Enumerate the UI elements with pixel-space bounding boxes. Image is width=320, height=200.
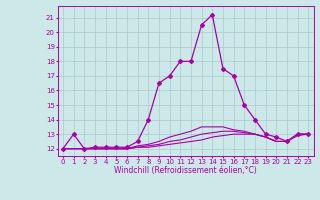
X-axis label: Windchill (Refroidissement éolien,°C): Windchill (Refroidissement éolien,°C) [114,166,257,175]
